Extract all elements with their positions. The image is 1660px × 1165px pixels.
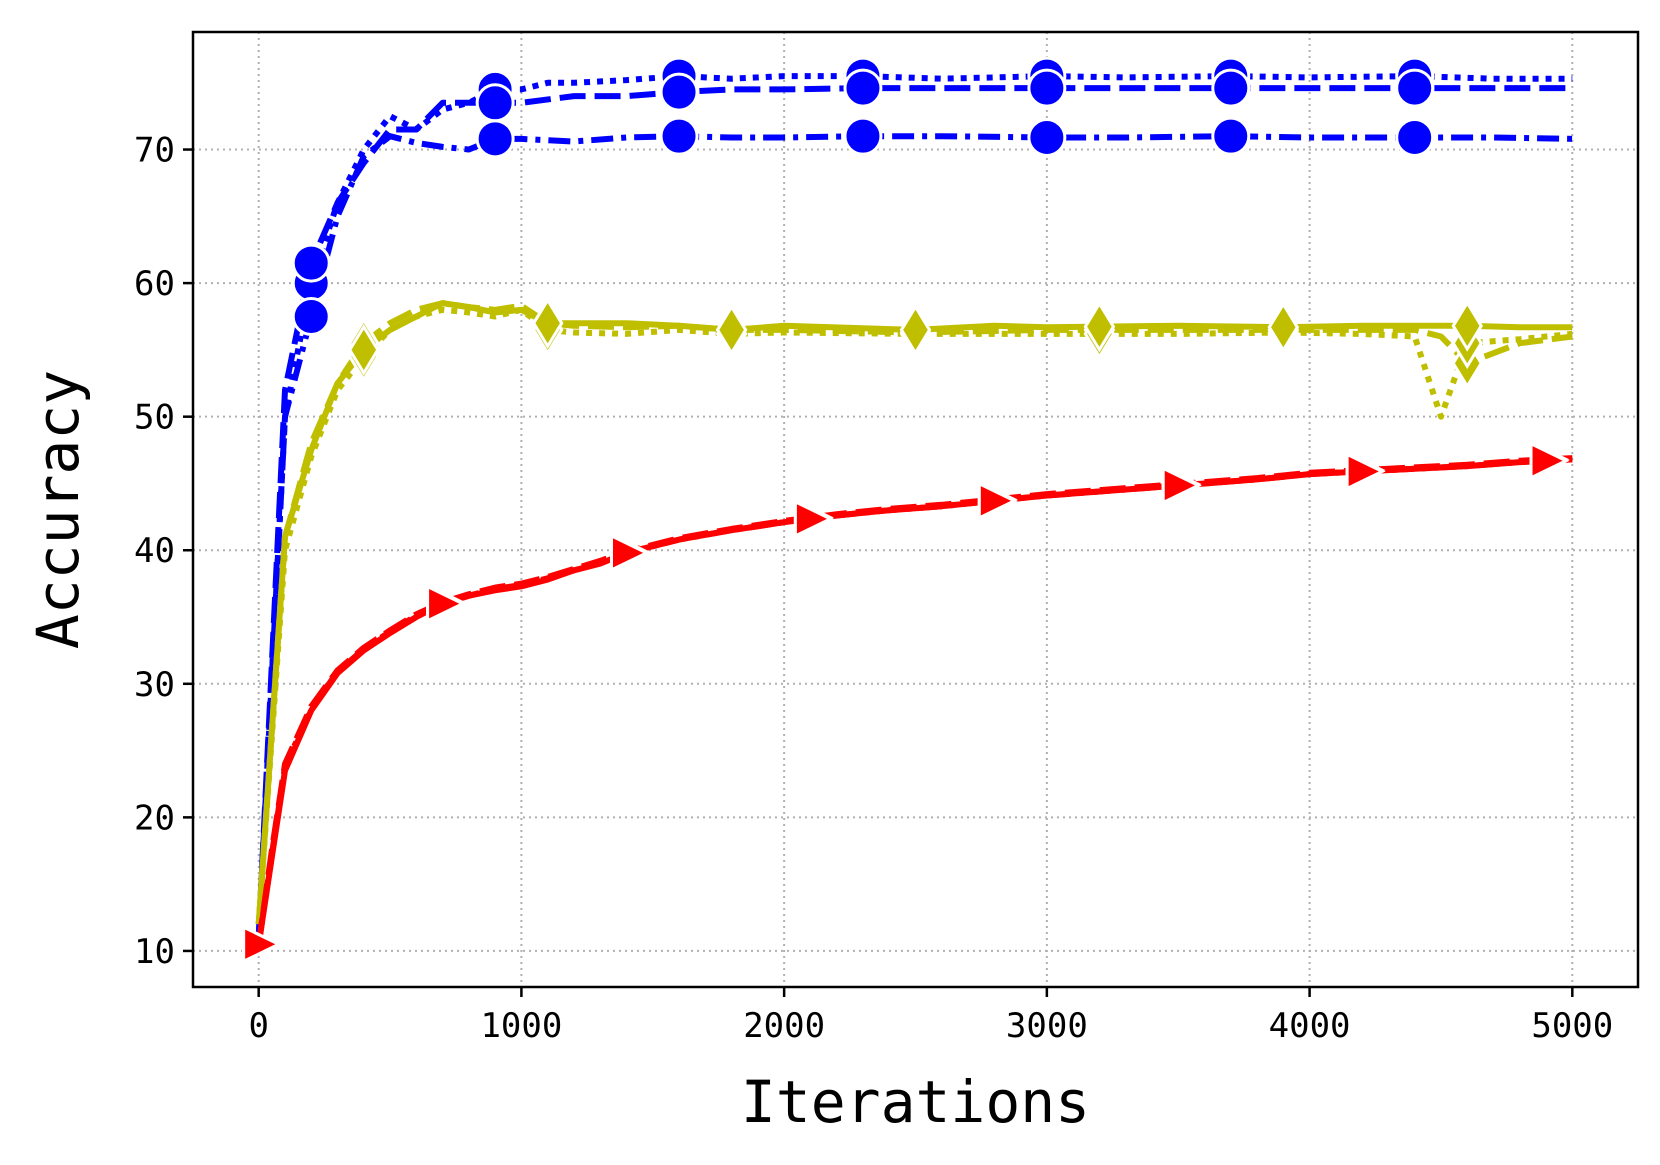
series-line — [255, 306, 1573, 925]
circle-marker — [659, 72, 699, 112]
x-tick-label: 3000 — [1006, 1006, 1088, 1046]
circle-marker — [1211, 116, 1251, 156]
triangle-marker — [610, 533, 650, 573]
y-tick-label: 60 — [134, 264, 175, 304]
circle-marker — [291, 243, 331, 283]
circle-marker — [1027, 118, 1067, 158]
circle-marker — [291, 296, 331, 336]
x-tick-label: 1000 — [480, 1006, 562, 1046]
diamond-marker — [1267, 301, 1300, 354]
y-axis-title: Accuracy — [24, 370, 92, 649]
x-tick-label: 0 — [248, 1006, 268, 1046]
y-tick-label: 10 — [134, 932, 175, 972]
diamond-marker — [715, 303, 748, 356]
y-tick-label: 70 — [134, 131, 175, 171]
triangle-marker — [1529, 441, 1570, 481]
triangle-marker — [1161, 466, 1202, 505]
circle-marker — [1395, 68, 1435, 108]
x-axis-ticks: 0 1000 2000 3000 4000 5000 — [248, 987, 1613, 1046]
circle-marker — [843, 116, 883, 156]
y-tick-label: 20 — [134, 798, 175, 838]
triangle-marker — [426, 584, 467, 624]
y-tick-label: 50 — [134, 398, 175, 438]
circle-marker — [843, 68, 883, 108]
x-axis-title: Iterations — [741, 1068, 1090, 1136]
y-tick-label: 40 — [134, 531, 175, 571]
y-tick-label: 30 — [134, 665, 175, 705]
triangle-marker — [977, 481, 1018, 521]
diamond-marker — [531, 297, 564, 350]
circle-marker — [659, 116, 699, 156]
diamond-marker — [1451, 299, 1483, 352]
series-line — [255, 133, 1573, 938]
x-tick-label: 5000 — [1531, 1006, 1613, 1046]
diamond-marker — [348, 324, 380, 376]
x-tick-label: 4000 — [1269, 1006, 1351, 1046]
triangle-marker — [793, 499, 834, 539]
circle-marker — [475, 119, 515, 159]
circle-marker — [1027, 68, 1067, 108]
series-line — [255, 456, 1573, 945]
x-tick-label: 2000 — [743, 1006, 825, 1046]
circle-marker — [475, 83, 515, 123]
triangle-marker — [242, 924, 283, 964]
series-markers — [242, 56, 1570, 964]
triangle-marker — [1345, 452, 1386, 491]
diamond-marker — [899, 303, 932, 356]
diamond-marker — [1083, 300, 1116, 353]
circle-marker — [1395, 118, 1435, 158]
y-axis-ticks: 10 20 30 40 50 60 70 — [134, 131, 193, 972]
gridlines — [193, 32, 1638, 987]
circle-marker — [1211, 68, 1251, 108]
plot-area-frame — [191, 30, 1640, 989]
